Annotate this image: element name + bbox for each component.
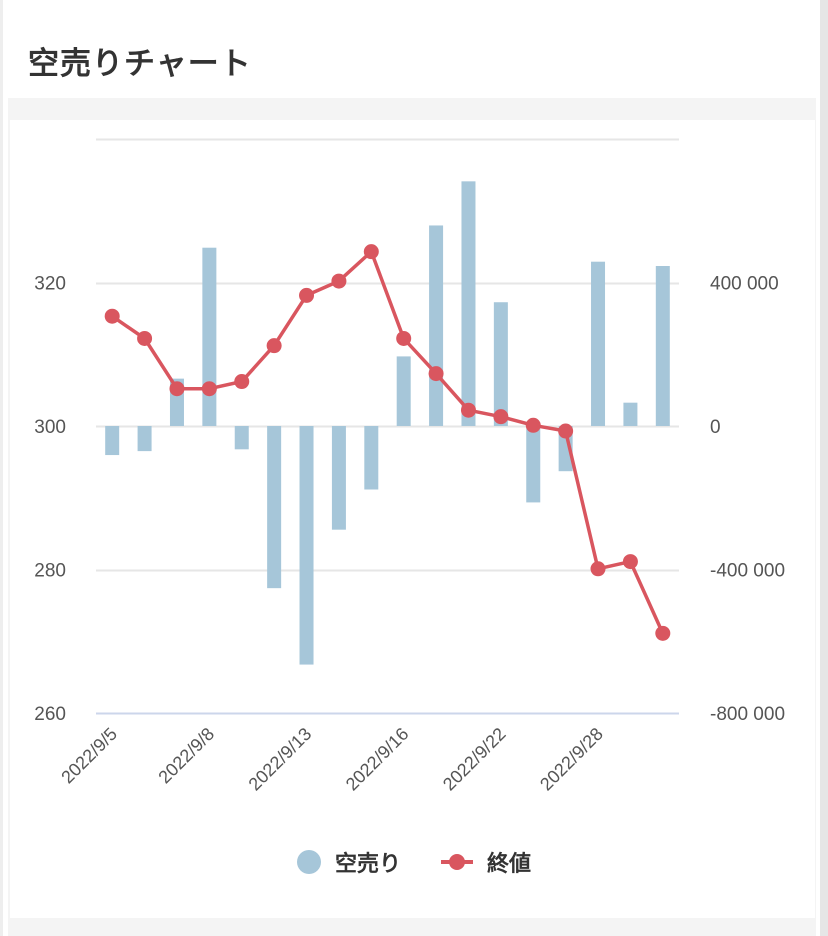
right-axis-tick-label: 0 (710, 417, 721, 438)
x-axis-tick-label: 2022/9/8 (154, 724, 218, 788)
legend-item-close-price[interactable]: 終値 (441, 846, 531, 878)
bar-short-selling[interactable] (655, 265, 670, 426)
left-axis-tick-label: 260 (34, 704, 66, 725)
close-price-point[interactable] (169, 381, 185, 397)
x-axis-tick-label: 2022/9/5 (57, 724, 121, 788)
bar-short-selling[interactable] (591, 261, 606, 426)
line-series-marker-icon (441, 852, 473, 872)
chart-legend: 空売り 終値 (0, 846, 828, 878)
close-price-point[interactable] (428, 366, 444, 382)
bar-short-selling[interactable] (137, 426, 152, 452)
bar-short-selling[interactable] (526, 426, 541, 503)
bar-short-selling[interactable] (429, 225, 444, 426)
close-price-point[interactable] (266, 338, 282, 354)
close-price-point[interactable] (655, 625, 671, 641)
legend-label-short-selling: 空売り (334, 852, 401, 877)
left-axis-tick-label: 280 (34, 561, 66, 582)
bar-short-selling[interactable] (299, 426, 314, 665)
bar-short-selling[interactable] (234, 426, 249, 450)
bar-short-selling[interactable] (331, 426, 346, 530)
legend-item-short-selling[interactable]: 空売り (296, 846, 401, 878)
bar-series-dot-icon (296, 850, 321, 874)
close-price-line (111, 249, 665, 635)
bar-short-selling[interactable] (493, 302, 508, 426)
close-price-point[interactable] (622, 554, 638, 570)
left-axis-tick-label: 300 (34, 417, 66, 438)
right-axis-tick-label: -800 000 (710, 704, 785, 725)
close-price-point[interactable] (558, 423, 574, 439)
x-axis-tick-label: 2022/9/28 (536, 724, 607, 795)
bar-short-selling[interactable] (105, 426, 120, 456)
legend-label-close-price: 終値 (487, 852, 532, 877)
right-axis-tick-label: -400 000 (710, 561, 785, 582)
close-price-point[interactable] (396, 330, 412, 346)
bar-short-selling[interactable] (461, 181, 476, 426)
close-price-point[interactable] (493, 409, 509, 425)
close-price-point[interactable] (331, 273, 347, 289)
bar-short-selling[interactable] (267, 426, 282, 589)
bar-short-selling[interactable] (396, 356, 411, 426)
bar-short-selling[interactable] (202, 247, 217, 426)
close-price-point[interactable] (460, 402, 476, 418)
x-axis-tick-label: 2022/9/22 (439, 724, 510, 795)
x-axis-tick-label: 2022/9/13 (245, 724, 316, 795)
close-price-point[interactable] (590, 561, 606, 577)
bar-short-selling[interactable] (364, 426, 379, 490)
bar-short-selling[interactable] (623, 402, 638, 426)
left-axis-tick-label: 320 (34, 274, 66, 295)
right-axis-tick-label: 400 000 (710, 274, 779, 295)
close-price-point[interactable] (299, 287, 315, 303)
close-price-point[interactable] (201, 381, 217, 397)
close-price-point[interactable] (525, 417, 541, 433)
close-price-point[interactable] (137, 330, 153, 346)
close-price-point[interactable] (234, 374, 250, 390)
chart-panel (10, 120, 815, 918)
x-axis-tick-label: 2022/9/16 (342, 724, 413, 795)
close-price-point[interactable] (104, 308, 120, 324)
page-title: 空売りチャート (28, 46, 252, 82)
close-price-point[interactable] (363, 244, 379, 260)
